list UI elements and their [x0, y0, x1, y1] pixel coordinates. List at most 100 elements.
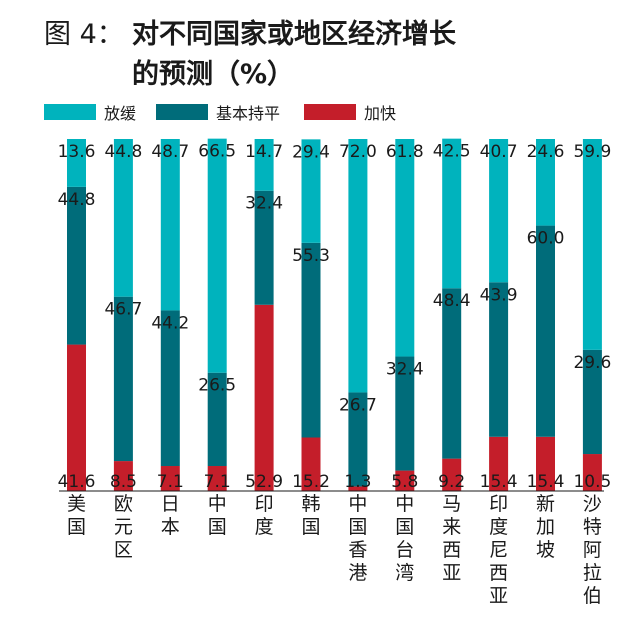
data-label-slow: 59.9	[573, 142, 611, 162]
bar-segment-slow	[348, 139, 368, 393]
data-label-slow: 61.8	[386, 142, 424, 162]
bar-segment-flat	[442, 288, 462, 459]
category-label: 国	[395, 516, 414, 538]
category-label: 香	[348, 539, 367, 561]
bar-segment-fast	[113, 461, 133, 491]
data-label-fast: 5.8	[391, 472, 418, 492]
category-label: 来	[442, 516, 461, 538]
bar-segment-fast	[536, 436, 555, 491]
bar-segment-fast	[395, 470, 415, 491]
data-label-slow: 48.7	[151, 142, 189, 162]
data-label-fast: 15.4	[480, 472, 518, 492]
chart-title-line1: 对不同国家或地区经济增长	[132, 19, 456, 50]
category-label: 国	[208, 516, 227, 538]
category-label: 国	[301, 516, 320, 538]
bar-segment-flat	[67, 186, 86, 345]
bar-segment-fast	[160, 466, 180, 491]
bar-segment-flat	[301, 242, 321, 438]
bar-segment-fast	[301, 437, 321, 491]
bar-segment-slow	[301, 139, 321, 243]
category-label: 坡	[536, 539, 555, 561]
data-label-fast: 1.3	[344, 472, 371, 492]
legend-swatch-slow	[44, 104, 96, 120]
legend-label-slow: 放缓	[104, 104, 137, 123]
bar-segment-fast	[254, 304, 274, 491]
bar-segment-slow	[582, 139, 602, 350]
data-label-slow: 40.7	[480, 142, 518, 162]
data-label-flat: 46.7	[104, 300, 142, 320]
bar-segment-slow	[254, 139, 274, 191]
data-label-flat: 44.8	[58, 190, 96, 210]
bar-segment-flat	[536, 225, 555, 437]
legend-label-flat: 基本持平	[216, 104, 281, 123]
category-label: 日	[161, 493, 180, 515]
bar-segment-slow	[395, 139, 415, 357]
chart-title-prefix: 图 4：	[44, 19, 124, 50]
bar-segment-slow	[113, 139, 133, 297]
category-label: 台	[395, 539, 414, 561]
data-label-fast: 52.9	[245, 472, 283, 492]
data-label-fast: 9.2	[438, 472, 465, 492]
category-label: 元	[114, 516, 133, 538]
bar-segment-flat	[207, 372, 227, 467]
bar-segment-flat	[348, 392, 368, 487]
category-label: 欧	[114, 493, 133, 515]
bar-segment-fast	[207, 466, 227, 491]
bar-segment-fast	[348, 486, 368, 491]
legend-label-fast: 加快	[364, 104, 397, 123]
bar-segment-slow	[442, 138, 462, 289]
category-label: 加	[536, 516, 555, 538]
legend-swatch-fast	[304, 104, 356, 120]
data-label-flat: 44.2	[151, 313, 189, 333]
category-label: 特	[583, 516, 602, 538]
category-label: 亚	[489, 585, 508, 607]
bar-segment-slow	[489, 139, 509, 283]
category-label: 度	[255, 516, 274, 538]
category-label: 伯	[583, 585, 602, 607]
category-label: 区	[114, 539, 133, 561]
data-label-slow: 66.5	[198, 142, 236, 162]
bar-segment-flat	[160, 310, 180, 467]
category-label: 拉	[583, 562, 602, 584]
legend-item-slow: 放缓	[44, 100, 136, 124]
data-label-slow: 29.4	[292, 142, 330, 162]
data-label-flat: 26.5	[198, 376, 236, 396]
data-label-flat: 43.9	[480, 285, 518, 305]
category-label: 尼	[489, 539, 508, 561]
category-label: 沙	[583, 493, 602, 515]
data-label-flat: 48.4	[433, 291, 471, 311]
category-label: 湾	[395, 562, 414, 584]
bar-segment-flat	[582, 349, 602, 455]
category-label: 港	[348, 562, 367, 584]
category-label: 中	[348, 493, 367, 515]
category-label: 西	[489, 562, 508, 584]
bar-segment-slow	[536, 139, 555, 226]
data-label-fast: 10.5	[573, 472, 611, 492]
bar-segment-fast	[67, 344, 86, 491]
category-label: 中	[208, 493, 227, 515]
legend-swatch-flat	[156, 104, 208, 120]
data-label-flat: 60.0	[527, 229, 565, 249]
bar-segment-fast	[442, 458, 462, 491]
data-label-fast: 7.1	[157, 472, 184, 492]
data-label-flat: 55.3	[292, 246, 330, 266]
category-label: 度	[489, 516, 508, 538]
data-label-fast: 15.2	[292, 472, 330, 492]
category-label: 韩	[301, 493, 320, 515]
data-label-slow: 14.7	[245, 142, 283, 162]
category-label: 国	[348, 516, 367, 538]
category-label: 印	[255, 493, 274, 515]
category-label: 亚	[442, 562, 461, 584]
data-label-fast: 8.5	[110, 472, 137, 492]
data-label-slow: 13.6	[58, 142, 96, 162]
bar-segment-fast	[582, 454, 602, 491]
bar-segment-slow	[67, 139, 86, 187]
chart-title-line2: 的预测（%）	[132, 59, 295, 90]
category-label: 新	[536, 493, 555, 515]
data-label-flat: 32.4	[245, 194, 283, 214]
legend-item-flat: 基本持平	[156, 100, 280, 124]
bar-segment-flat	[254, 190, 274, 305]
category-label: 美	[67, 493, 86, 515]
bar-segment-flat	[395, 356, 415, 471]
data-label-fast: 7.1	[204, 472, 231, 492]
